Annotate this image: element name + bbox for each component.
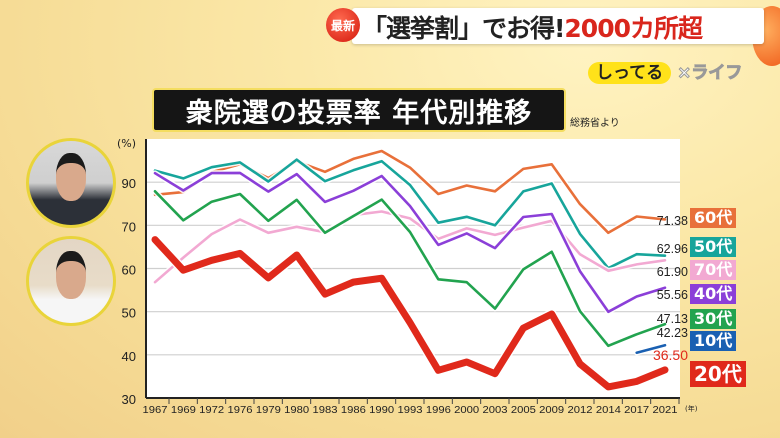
legend-item: 30代	[690, 309, 737, 329]
end-value-label: 55.56	[657, 288, 688, 302]
x-tick-label: 1986	[341, 405, 366, 416]
end-value-label: 71.38	[657, 214, 688, 228]
presenter-photo-female	[26, 236, 116, 326]
x-tick-label: 2005	[511, 405, 536, 416]
legend-item: 10代	[690, 331, 737, 351]
x-tick-label: 2012	[568, 405, 593, 416]
x-tick-label: 1969	[171, 405, 196, 416]
end-value-label: 61.90	[657, 265, 688, 279]
x-tick-label: 1972	[199, 405, 224, 416]
headline-highlight: 2000カ所超	[564, 14, 703, 43]
x-tick-label: 2003	[483, 405, 508, 416]
x-tick-label: 2000	[454, 405, 479, 416]
x-tick-label: 2021	[653, 405, 678, 416]
end-value-label: 42.23	[657, 326, 688, 340]
x-axis-unit: (年)	[685, 404, 698, 413]
end-value-label: 36.50	[653, 347, 688, 363]
source-note: 総務省より	[570, 118, 620, 129]
presenter-photo-male	[26, 138, 116, 228]
y-tick-label: 30	[122, 392, 136, 407]
end-value-label: 47.13	[657, 312, 688, 326]
y-tick-label: 50	[122, 306, 136, 321]
y-tick-label: 90	[122, 176, 136, 191]
x-tick-label: 1993	[398, 405, 423, 416]
x-tick-label: 1983	[313, 405, 338, 416]
x-tick-label: 2014	[596, 405, 621, 416]
legend-item: 50代	[690, 237, 737, 257]
series-line-10代	[635, 343, 667, 354]
latest-badge: 最新	[326, 8, 360, 42]
y-axis-label: (%)	[117, 137, 136, 150]
legend-item: 20代	[690, 361, 746, 387]
headline-main: 「選挙割」でお得!	[362, 14, 565, 43]
legend-item: 40代	[690, 284, 737, 304]
x-tick-label: 1980	[284, 405, 309, 416]
x-tick-label: 2017	[624, 405, 649, 416]
y-tick-label: 60	[122, 263, 136, 278]
headline-banner	[352, 8, 764, 44]
person-head-icon	[56, 251, 86, 299]
chart-title: 衆院選の投票率 年代別推移	[152, 88, 566, 132]
program-logo: しってる ×ライフ	[588, 58, 743, 84]
headline: 「選挙割」でお得!2000カ所超	[362, 9, 703, 45]
x-tick-label: 1979	[256, 405, 281, 416]
end-value-label: 62.96	[657, 242, 688, 256]
legend-item: 60代	[690, 208, 737, 228]
y-tick-label: 70	[122, 219, 136, 234]
program-pill: しってる	[588, 62, 672, 84]
x-tick-label: 1967	[143, 405, 168, 416]
person-head-icon	[56, 153, 86, 201]
program-suffix: ×ライフ	[677, 63, 743, 84]
x-tick-label: 1976	[228, 405, 253, 416]
y-tick-label: 40	[122, 349, 136, 364]
legend-item: 70代	[690, 260, 737, 280]
x-tick-label: 1990	[369, 405, 394, 416]
x-tick-label: 2009	[539, 405, 564, 416]
x-tick-label: 1996	[426, 405, 451, 416]
